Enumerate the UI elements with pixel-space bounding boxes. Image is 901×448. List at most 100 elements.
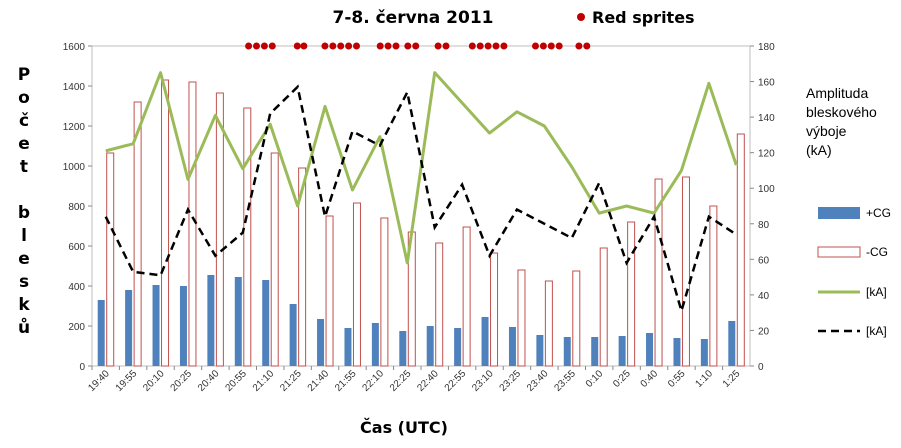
y2-tick-label: 100 (758, 184, 775, 195)
red-sprite-marker (293, 42, 301, 50)
y-tick-label: 1000 (63, 162, 86, 173)
y2-axis-label-line: Amplituda (806, 85, 868, 101)
bar-plus-cg (399, 331, 407, 366)
y-tick-label: 1400 (63, 82, 86, 93)
y-axis-label-char: l (21, 226, 27, 246)
y-axis-label-char: P (18, 65, 30, 85)
red-sprite-marker (555, 42, 563, 50)
red-sprite-marker (376, 42, 384, 50)
x-tick-label: 20:10 (141, 368, 167, 394)
x-tick-label: 23:55 (552, 368, 578, 394)
y-tick-label: 1600 (63, 42, 86, 53)
bar-minus-cg (380, 217, 389, 367)
red-sprite-marker (468, 42, 476, 50)
bar-plus-cg (618, 336, 626, 366)
x-tick-label: 22:10 (361, 368, 387, 394)
y-tick-label: 1200 (63, 122, 86, 133)
x-tick-label: 22:25 (388, 368, 414, 394)
y-axis-label-char: e (18, 134, 30, 154)
bar-minus-cg (709, 205, 718, 367)
y-tick-label: 800 (68, 202, 85, 213)
bar-minus-cg (270, 152, 279, 367)
red-sprite-marker (404, 42, 412, 50)
legend-label-ka-green: [kA] (866, 285, 887, 299)
bar-minus-cg (599, 247, 608, 367)
bar-plus-cg (728, 321, 736, 366)
legend-label-minus-cg: -CG (866, 245, 888, 259)
red-sprite-marker (500, 42, 508, 50)
sprite-legend-label: Red sprites (592, 8, 695, 27)
x-tick-label: 23:10 (470, 368, 496, 394)
x-tick-label: 0:40 (639, 368, 661, 390)
red-sprite-marker (539, 42, 547, 50)
red-sprite-marker (575, 42, 583, 50)
red-sprite-marker (384, 42, 392, 50)
bar-plus-cg (125, 290, 133, 366)
y-tick-label: 200 (68, 322, 85, 333)
red-sprite-marker (300, 42, 308, 50)
y2-axis-label-line: výboje (806, 123, 847, 139)
x-tick-label: 1:25 (721, 368, 743, 390)
y-tick-label: 400 (68, 282, 85, 293)
x-tick-label: 22:55 (443, 368, 469, 394)
y2-tick-label: 80 (758, 220, 770, 231)
bar-plus-cg (179, 286, 187, 366)
red-sprite-marker (321, 42, 329, 50)
y-tick-label: 600 (68, 242, 85, 253)
x-tick-label: 0:25 (611, 368, 633, 390)
red-sprite-marker (434, 42, 442, 50)
y2-axis-label-line: bleskového (806, 104, 877, 120)
x-tick-label: 21:10 (251, 368, 277, 394)
y-axis-label-char: ů (18, 316, 30, 338)
y-tick-label: 0 (79, 362, 85, 373)
x-tick-label: 21:40 (306, 368, 332, 394)
bar-minus-cg (243, 107, 252, 367)
bar-plus-cg (481, 317, 489, 366)
x-tick-label: 0:10 (584, 368, 606, 390)
red-sprite-marker (531, 42, 539, 50)
y2-tick-label: 0 (758, 362, 764, 373)
red-sprite-marker (492, 42, 500, 50)
y-axis-label-char: č (19, 111, 29, 131)
y-axis-label-char: s (19, 272, 29, 292)
y2-tick-label: 20 (758, 326, 770, 337)
legend-swatch-plus-cg (818, 207, 860, 219)
bar-minus-cg (188, 81, 197, 367)
red-sprite-marker (268, 42, 276, 50)
x-tick-label: 0:55 (666, 368, 688, 390)
bar-minus-cg (681, 176, 690, 367)
bar-plus-cg (344, 328, 352, 366)
x-tick-label: 20:40 (196, 368, 222, 394)
red-sprite-marker (345, 42, 353, 50)
x-tick-label: 1:10 (693, 368, 715, 390)
red-sprite-marker (442, 42, 450, 50)
chart-title: 7-8. června 2011 (333, 8, 494, 28)
red-sprite-marker (253, 42, 260, 50)
legend-label-plus-cg: +CG (866, 206, 891, 220)
legend-label-ka-dashed: [kA] (866, 324, 887, 338)
bar-plus-cg (317, 319, 325, 366)
red-sprite-marker (245, 42, 253, 50)
bar-plus-cg (591, 337, 599, 366)
x-tick-label: 23:40 (525, 368, 551, 394)
red-sprite-marker (337, 42, 345, 50)
red-sprite-marker (392, 42, 400, 50)
x-axis-label: Čas (UTC) (360, 418, 448, 437)
bar-minus-cg (215, 92, 224, 367)
bar-minus-cg (627, 221, 636, 367)
bar-plus-cg (673, 338, 681, 366)
y2-tick-label: 120 (758, 149, 775, 160)
bar-minus-cg (544, 280, 553, 367)
line-ka-dashed (104, 84, 737, 316)
x-tick-label: 20:55 (223, 368, 249, 394)
y-axis-label-char: t (20, 157, 28, 177)
y2-tick-label: 180 (758, 42, 775, 53)
bar-plus-cg (508, 327, 516, 366)
y2-tick-label: 40 (758, 291, 770, 302)
legend-swatch-minus-cg (817, 246, 861, 258)
x-tick-label: 23:25 (498, 368, 524, 394)
bar-minus-cg (517, 269, 526, 367)
bar-minus-cg (435, 242, 444, 367)
red-sprite-marker (260, 42, 268, 50)
